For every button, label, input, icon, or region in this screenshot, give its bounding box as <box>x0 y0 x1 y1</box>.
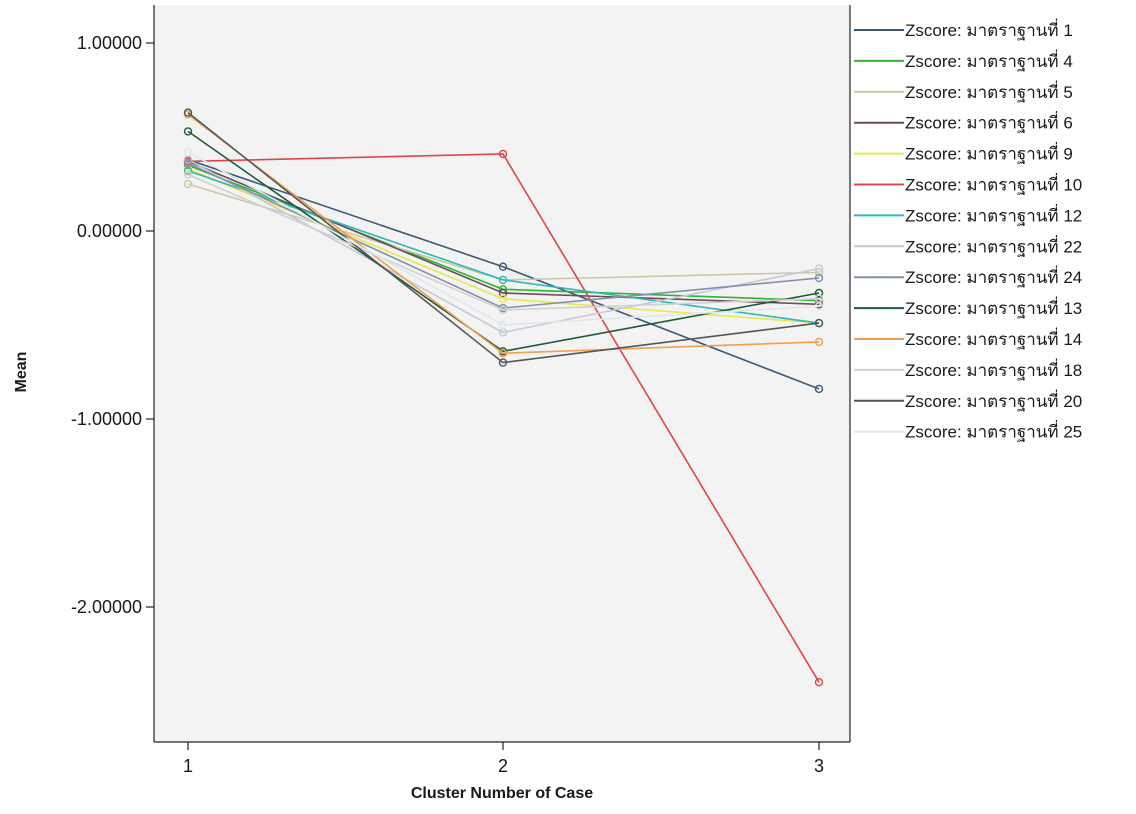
legend-label: Zscore: มาตราฐานที่ 25 <box>905 420 1082 443</box>
legend-item: Zscore: มาตราฐานที่ 9 <box>854 142 1073 165</box>
legend-item: Zscore: มาตราฐานที่ 10 <box>854 173 1082 196</box>
legend-label: Zscore: มาตราฐานที่ 10 <box>905 173 1082 196</box>
y-tick-label: -2.00000 <box>71 597 142 617</box>
data-point <box>814 678 824 687</box>
data-point <box>498 288 508 298</box>
legend-label: Zscore: มาตราฐานที่ 20 <box>905 389 1082 412</box>
data-point <box>814 288 824 298</box>
data-point <box>498 262 508 271</box>
data-point <box>183 170 193 179</box>
x-tick-label: 1 <box>183 756 193 776</box>
data-point <box>814 337 824 347</box>
legend-item: Zscore: มาตราฐานที่ 24 <box>854 265 1082 288</box>
legend-label: Zscore: มาตราฐานที่ 12 <box>905 203 1082 226</box>
legend-label: Zscore: มาตราฐานที่ 13 <box>905 296 1082 319</box>
data-point <box>814 318 824 328</box>
legend-label: Zscore: มาตราฐานที่ 5 <box>905 80 1073 103</box>
series-14 <box>183 147 824 330</box>
legend-item: Zscore: มาตราฐานที่ 14 <box>854 327 1082 350</box>
data-point <box>814 273 824 283</box>
series-line <box>187 151 820 326</box>
series-line <box>187 162 820 309</box>
legend-item: Zscore: มาตราฐานที่ 18 <box>854 358 1082 381</box>
legend-item: Zscore: มาตราฐานที่ 13 <box>854 296 1082 319</box>
data-point <box>183 108 193 117</box>
legend-item: Zscore: มาตราฐานที่ 25 <box>854 420 1082 443</box>
series-line <box>187 113 820 355</box>
data-point <box>183 147 193 157</box>
legend-label: Zscore: มาตราฐานที่ 14 <box>905 327 1082 350</box>
data-point <box>183 179 193 189</box>
legend-label: Zscore: มาตราฐานที่ 4 <box>905 49 1073 72</box>
legend: Zscore: มาตราฐานที่ 1 Zscore: มาตราฐานที่… <box>854 18 1082 443</box>
x-axis-ticks: 1 2 3 <box>183 742 824 776</box>
y-axis-ticks: 1.00000 0.00000 -1.00000 -2.00000 <box>71 33 154 617</box>
series-line <box>187 111 820 364</box>
legend-item: Zscore: มาตราฐานที่ 6 <box>854 111 1073 134</box>
series-line <box>187 153 820 683</box>
data-point <box>498 320 508 330</box>
legend-item: Zscore: มาตราฐานที่ 20 <box>854 389 1082 412</box>
data-point <box>498 294 508 303</box>
data-point <box>498 275 508 285</box>
data-point <box>183 159 193 168</box>
y-tick-label: 0.00000 <box>77 221 142 241</box>
data-point <box>498 358 508 367</box>
data-point <box>498 305 508 315</box>
data-point <box>498 349 508 358</box>
legend-label: Zscore: มาตราฐานที่ 18 <box>905 358 1082 381</box>
x-axis-title: Cluster Number of Case <box>411 785 593 802</box>
legend-label: Zscore: มาตราฐานที่ 6 <box>905 111 1073 134</box>
series-line <box>187 173 820 311</box>
legend-label: Zscore: มาตราฐานที่ 24 <box>905 265 1082 288</box>
y-axis-title: Mean <box>13 352 30 393</box>
data-point <box>498 149 508 159</box>
data-point <box>183 127 193 136</box>
series-13 <box>183 108 824 367</box>
legend-label: Zscore: มาตราฐานที่ 1 <box>905 18 1073 41</box>
series-layer <box>183 108 824 687</box>
plot-background <box>154 5 850 742</box>
legend-label: Zscore: มาตราฐานที่ 22 <box>905 234 1082 257</box>
series-line <box>187 158 820 334</box>
data-point <box>814 302 824 311</box>
x-tick-label: 2 <box>498 756 508 776</box>
y-tick-label: 1.00000 <box>77 33 142 53</box>
series-8 <box>183 155 824 337</box>
series-11 <box>183 110 824 358</box>
legend-item: Zscore: มาตราฐานที่ 4 <box>854 49 1073 72</box>
y-tick-label: -1.00000 <box>71 409 142 429</box>
legend-item: Zscore: มาตราฐานที่ 12 <box>854 203 1082 226</box>
data-point <box>814 384 824 394</box>
legend-label: Zscore: มาตราฐานที่ 9 <box>905 142 1073 165</box>
data-point <box>814 264 824 273</box>
legend-item: Zscore: มาตราฐานที่ 5 <box>854 80 1073 103</box>
series-line <box>187 170 820 324</box>
legend-item: Zscore: มาตราฐานที่ 22 <box>854 234 1082 257</box>
x-tick-label: 3 <box>814 756 824 776</box>
legend-item: Zscore: มาตราฐานที่ 1 <box>854 18 1073 41</box>
